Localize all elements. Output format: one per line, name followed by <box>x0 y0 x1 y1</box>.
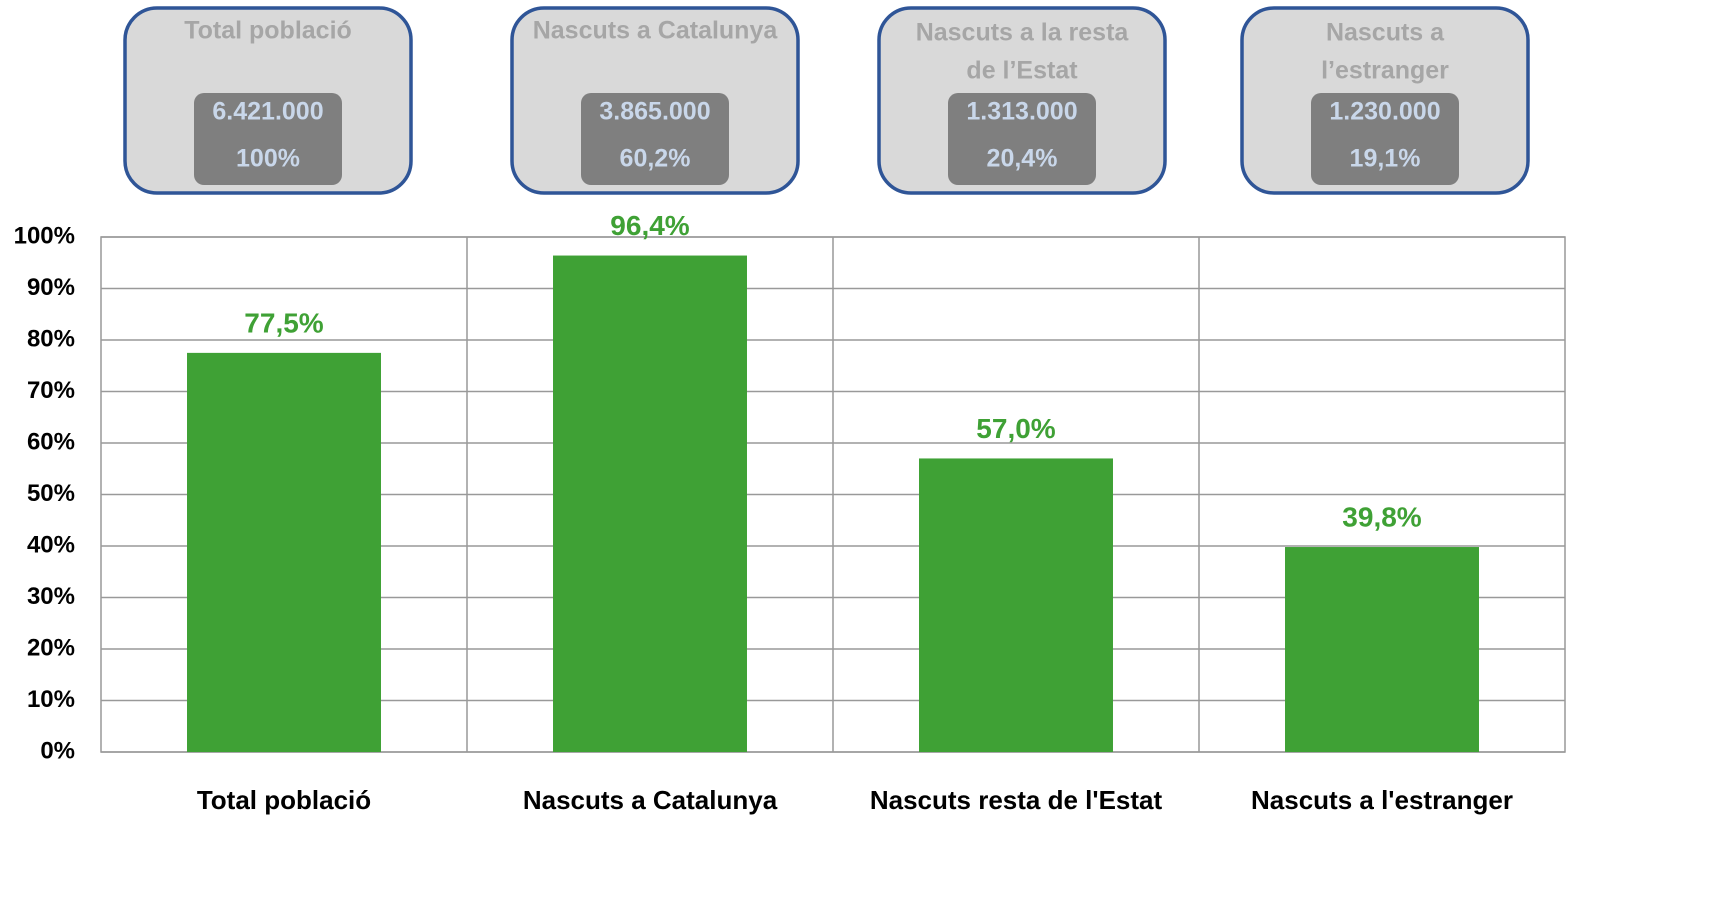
bar <box>919 458 1113 752</box>
summary-count: 1.313.000 <box>966 98 1077 126</box>
summary-share: 20,4% <box>987 145 1058 173</box>
y-tick-label: 70% <box>27 377 75 404</box>
bar <box>187 352 381 752</box>
summary-share: 60,2% <box>620 145 691 173</box>
y-tick-label: 20% <box>27 634 75 661</box>
bar <box>553 255 747 753</box>
y-tick-label: 100% <box>14 222 75 249</box>
data-label: 57,0% <box>976 413 1055 444</box>
summary-title: l’estranger <box>1321 57 1449 85</box>
x-tick-label: Nascuts a Catalunya <box>523 785 778 815</box>
summary-value-box <box>948 93 1096 185</box>
summary-title: Nascuts a la resta <box>916 19 1130 47</box>
x-tick-label: Total població <box>197 785 371 815</box>
summary-title: Nascuts a Catalunya <box>533 17 779 45</box>
y-tick-label: 40% <box>27 531 75 558</box>
y-tick-label: 0% <box>40 737 75 764</box>
summary-count: 6.421.000 <box>212 98 323 126</box>
x-tick-label: Nascuts resta de l'Estat <box>870 785 1163 815</box>
y-tick-label: 50% <box>27 480 75 507</box>
summary-value-box <box>194 93 342 185</box>
summary-count: 3.865.000 <box>599 98 710 126</box>
data-label: 96,4% <box>610 210 689 241</box>
summary-value-box <box>581 93 729 185</box>
data-label: 39,8% <box>1342 501 1421 532</box>
x-tick-label: Nascuts a l'estranger <box>1251 785 1513 815</box>
summary-value-box <box>1311 93 1459 185</box>
y-tick-label: 80% <box>27 325 75 352</box>
y-tick-label: 60% <box>27 428 75 455</box>
summary-title: Nascuts a <box>1326 19 1445 47</box>
bar <box>1285 547 1479 752</box>
y-tick-label: 90% <box>27 274 75 301</box>
summary-share: 19,1% <box>1350 145 1421 173</box>
summary-count: 1.230.000 <box>1329 98 1440 126</box>
y-tick-label: 30% <box>27 583 75 610</box>
summary-title: de l’Estat <box>966 57 1078 85</box>
data-label: 77,5% <box>244 307 323 338</box>
summary-title: Total població <box>184 17 352 45</box>
summary-share: 100% <box>236 145 300 173</box>
y-tick-label: 10% <box>27 686 75 713</box>
